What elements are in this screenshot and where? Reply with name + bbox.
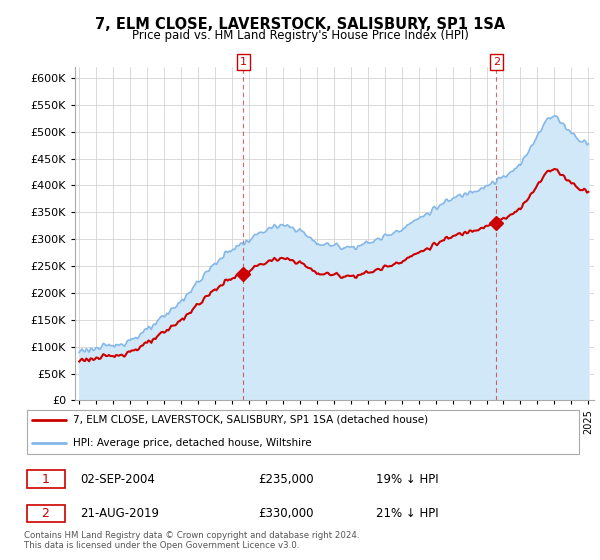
Text: Contains HM Land Registry data © Crown copyright and database right 2024.
This d: Contains HM Land Registry data © Crown c… <box>24 531 359 550</box>
Text: £235,000: £235,000 <box>259 473 314 486</box>
FancyBboxPatch shape <box>27 505 65 522</box>
Text: 7, ELM CLOSE, LAVERSTOCK, SALISBURY, SP1 1SA (detached house): 7, ELM CLOSE, LAVERSTOCK, SALISBURY, SP1… <box>73 415 428 425</box>
Text: 2: 2 <box>493 57 500 67</box>
Text: 21-AUG-2019: 21-AUG-2019 <box>80 507 159 520</box>
Text: 02-SEP-2004: 02-SEP-2004 <box>80 473 155 486</box>
FancyBboxPatch shape <box>27 470 65 488</box>
Text: Price paid vs. HM Land Registry's House Price Index (HPI): Price paid vs. HM Land Registry's House … <box>131 29 469 42</box>
Text: 1: 1 <box>41 473 49 486</box>
Text: 21% ↓ HPI: 21% ↓ HPI <box>376 507 438 520</box>
Text: 2: 2 <box>41 507 49 520</box>
Text: £330,000: £330,000 <box>259 507 314 520</box>
Text: 1: 1 <box>240 57 247 67</box>
Text: 7, ELM CLOSE, LAVERSTOCK, SALISBURY, SP1 1SA: 7, ELM CLOSE, LAVERSTOCK, SALISBURY, SP1… <box>95 17 505 32</box>
Text: HPI: Average price, detached house, Wiltshire: HPI: Average price, detached house, Wilt… <box>73 438 312 448</box>
Text: 19% ↓ HPI: 19% ↓ HPI <box>376 473 438 486</box>
FancyBboxPatch shape <box>27 410 579 454</box>
